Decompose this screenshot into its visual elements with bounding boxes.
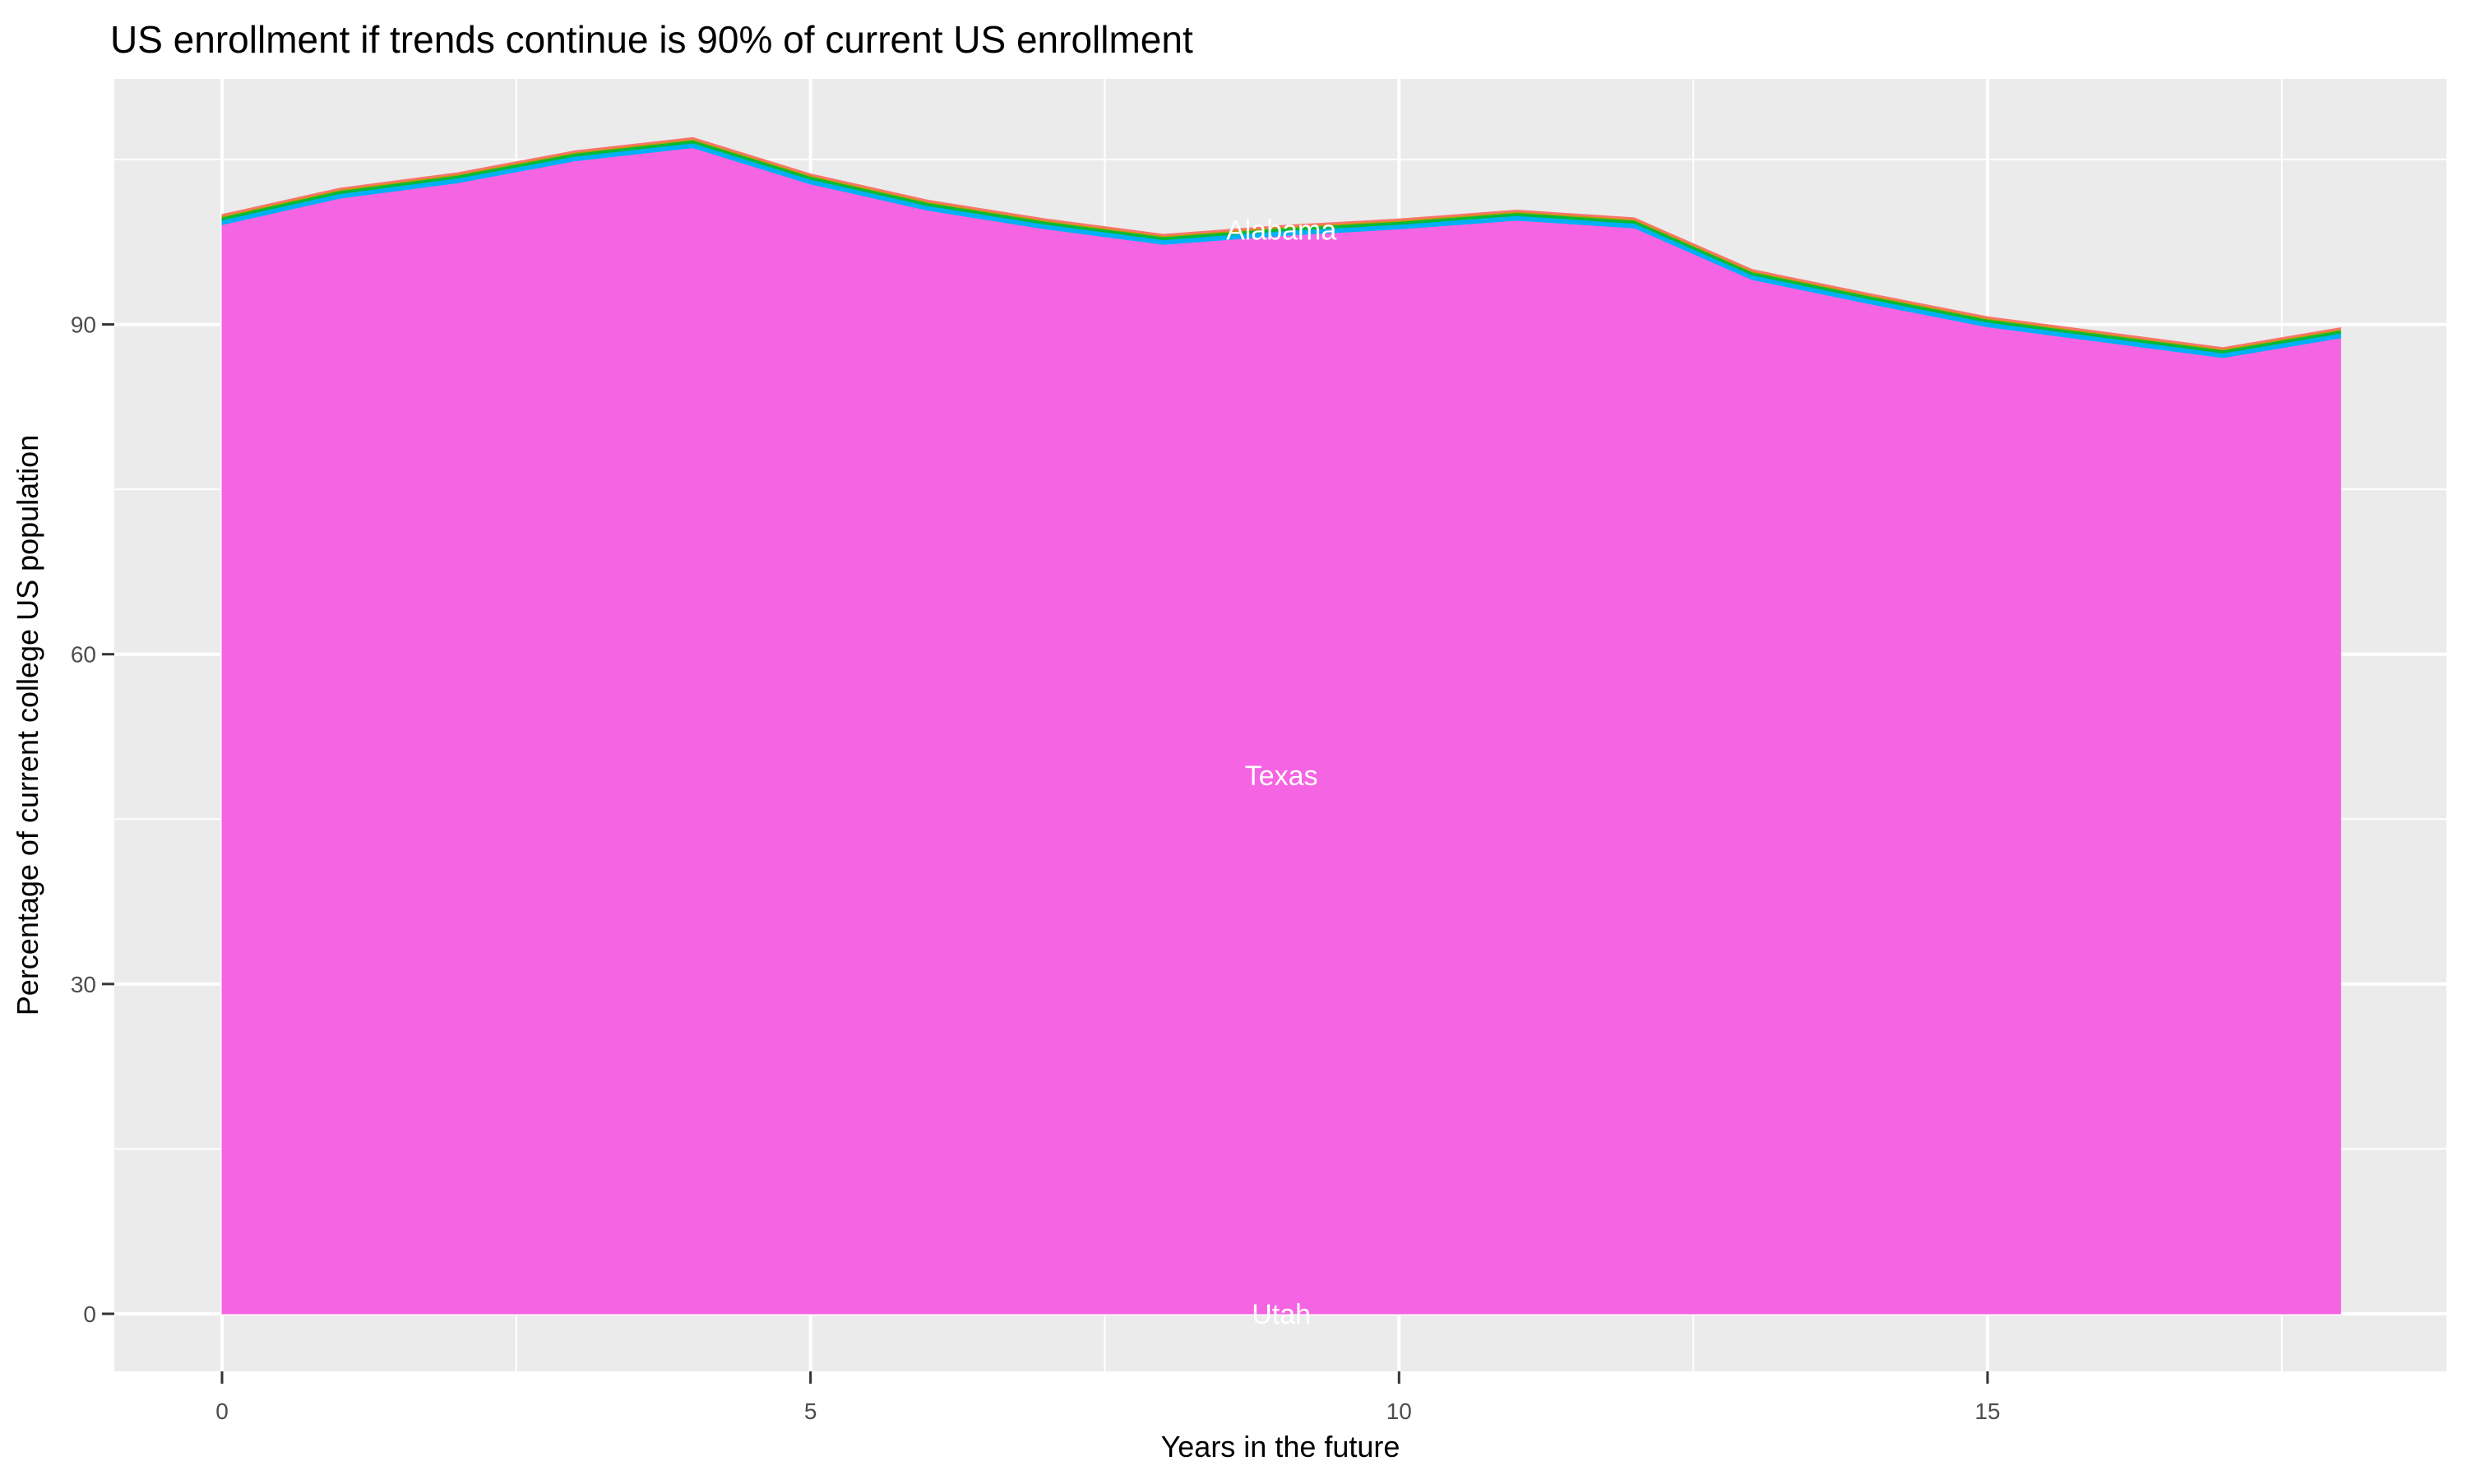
x-axis-title: Years in the future — [1161, 1430, 1400, 1463]
area-label-texas: Texas — [1245, 760, 1318, 792]
area-label-alabama: Alabama — [1226, 215, 1336, 247]
axis-tick-labels: 0 5 10 15 0 30 60 90 — [71, 312, 2001, 1424]
y-axis-title: Percentage of current college US populat… — [11, 435, 44, 1015]
area-label-utah: Utah — [1252, 1299, 1311, 1330]
axis-tick-marks — [102, 323, 1989, 1384]
x-tick-label: 0 — [215, 1398, 229, 1424]
y-tick-label: 60 — [71, 642, 96, 668]
area-band — [221, 136, 2341, 349]
y-tick-label: 90 — [71, 312, 96, 338]
y-tick-label: 0 — [83, 1301, 96, 1327]
stacked-area-bands — [221, 136, 2341, 1315]
x-tick-label: 15 — [1974, 1398, 2000, 1424]
chart-title: US enrollment if trends continue is 90% … — [110, 18, 1193, 61]
x-tick-label: 5 — [804, 1398, 817, 1424]
x-tick-label: 10 — [1386, 1398, 1412, 1424]
state-area-labels: Alabama Texas Utah — [1226, 215, 1336, 1330]
y-tick-label: 30 — [71, 972, 96, 997]
